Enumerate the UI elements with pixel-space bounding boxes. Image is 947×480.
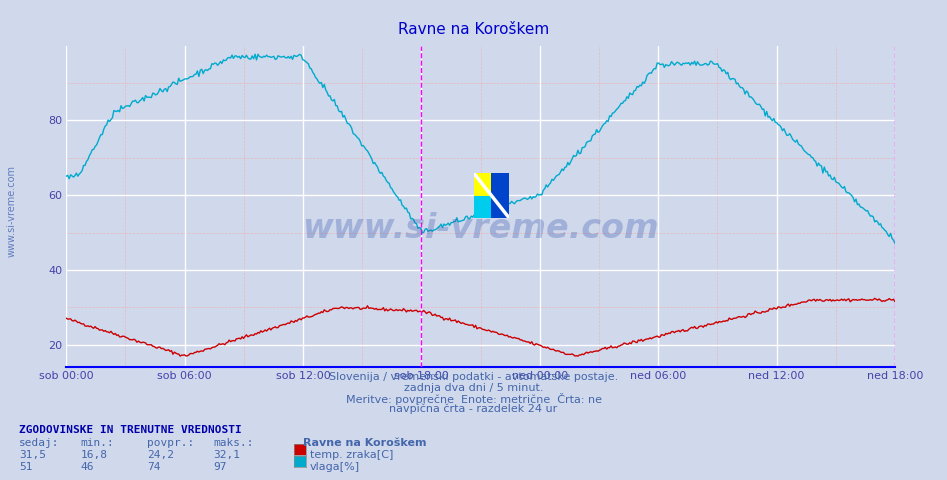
- Text: 24,2: 24,2: [147, 450, 174, 460]
- Text: sedaj:: sedaj:: [19, 438, 60, 448]
- Text: povpr.:: povpr.:: [147, 438, 194, 448]
- Text: www.si-vreme.com: www.si-vreme.com: [7, 165, 16, 257]
- Text: 97: 97: [213, 462, 226, 472]
- Text: Ravne na Koroškem: Ravne na Koroškem: [303, 438, 426, 448]
- Text: min.:: min.:: [80, 438, 115, 448]
- Bar: [474, 173, 491, 196]
- Text: navpična črta - razdelek 24 ur: navpična črta - razdelek 24 ur: [389, 404, 558, 414]
- Text: ZGODOVINSKE IN TRENUTNE VREDNOSTI: ZGODOVINSKE IN TRENUTNE VREDNOSTI: [19, 425, 241, 435]
- Text: www.si-vreme.com: www.si-vreme.com: [302, 213, 659, 245]
- Text: 74: 74: [147, 462, 160, 472]
- Text: Meritve: povprečne  Enote: metrične  Črta: ne: Meritve: povprečne Enote: metrične Črta:…: [346, 393, 601, 405]
- Text: 16,8: 16,8: [80, 450, 108, 460]
- Text: vlaga[%]: vlaga[%]: [310, 462, 360, 472]
- Text: 32,1: 32,1: [213, 450, 241, 460]
- Bar: [491, 173, 509, 218]
- Text: temp. zraka[C]: temp. zraka[C]: [310, 450, 393, 460]
- Text: 46: 46: [80, 462, 94, 472]
- Text: Slovenija / vremenski podatki - avtomatske postaje.: Slovenija / vremenski podatki - avtomats…: [329, 372, 618, 382]
- Text: 31,5: 31,5: [19, 450, 46, 460]
- Text: maks.:: maks.:: [213, 438, 254, 448]
- Text: 51: 51: [19, 462, 32, 472]
- Text: zadnja dva dni / 5 minut.: zadnja dva dni / 5 minut.: [403, 383, 544, 393]
- Bar: [474, 196, 491, 218]
- Text: Ravne na Koroškem: Ravne na Koroškem: [398, 22, 549, 36]
